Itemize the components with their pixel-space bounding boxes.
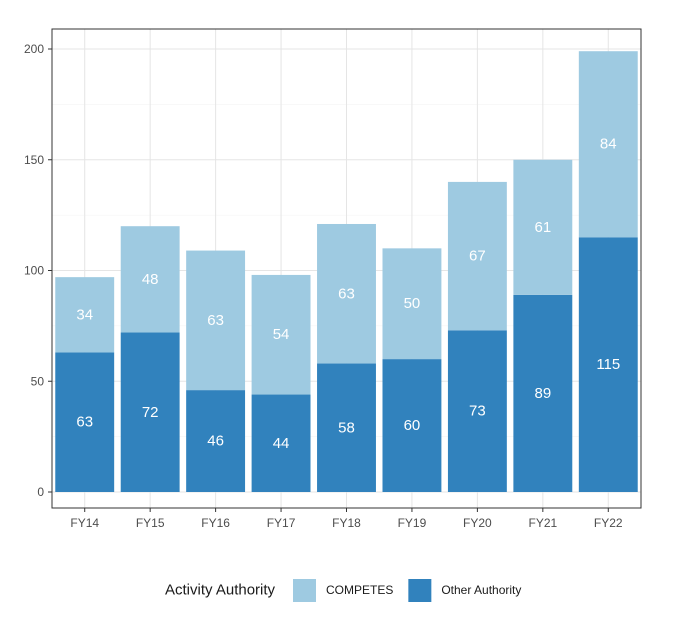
data-label: 61 <box>534 219 551 236</box>
bar-other-authority-fy18 <box>317 363 376 492</box>
bar-competes-fy14 <box>55 277 115 353</box>
x-tick-label: FY22 <box>594 516 623 530</box>
x-tick-label: FY16 <box>201 516 230 530</box>
data-label: 34 <box>76 306 93 323</box>
x-tick-label: FY17 <box>267 516 296 530</box>
legend-key-competes <box>293 579 316 602</box>
bar-competes-fy15 <box>120 226 180 333</box>
data-label: 60 <box>404 417 421 434</box>
data-label: 58 <box>338 419 355 436</box>
bar-other-authority-fy16 <box>186 390 246 492</box>
bar-other-authority-fy15 <box>120 332 180 492</box>
bar-other-authority-fy14 <box>55 352 115 492</box>
data-label: 50 <box>404 295 421 312</box>
x-tick-label: FY15 <box>136 516 165 530</box>
data-label: 46 <box>207 433 224 450</box>
bar-competes-fy19 <box>382 248 442 360</box>
bar-other-authority-fy21 <box>513 294 573 492</box>
y-axis: 0 50 100 150 200 <box>24 42 52 499</box>
y-tick-label: 100 <box>24 264 44 278</box>
x-tick-label: FY18 <box>332 516 361 530</box>
data-label: 73 <box>469 403 486 420</box>
legend-key-other-authority <box>408 579 432 602</box>
bar-other-authority-fy17 <box>251 394 311 492</box>
data-label: 54 <box>273 326 290 343</box>
legend-label: Other Authority <box>441 583 521 597</box>
data-label: 84 <box>600 136 617 153</box>
data-label: 67 <box>469 248 486 265</box>
x-tick-label: FY14 <box>70 516 99 530</box>
data-label: 63 <box>76 414 93 431</box>
bar-competes-fy17 <box>251 274 311 395</box>
bar-competes-fy16 <box>186 250 246 391</box>
bar-competes-fy21 <box>513 159 573 295</box>
data-label: 115 <box>596 356 620 373</box>
bar-competes-fy20 <box>447 181 507 331</box>
data-label: 63 <box>338 285 355 302</box>
data-label: 89 <box>534 385 551 402</box>
data-labels: 63 34 72 48 46 63 44 54 58 63 60 50 73 67 89 61 115 84 <box>76 136 620 452</box>
bars <box>55 51 638 492</box>
data-label: 44 <box>273 435 290 452</box>
x-axis: FY14 FY15 FY16 FY17 FY18 FY19 FY20 FY21 FY22 <box>70 508 623 530</box>
data-label: 72 <box>142 404 159 421</box>
data-label: 63 <box>207 312 224 329</box>
bar-other-authority-fy19 <box>382 359 442 492</box>
data-label: 48 <box>142 271 159 288</box>
y-tick-label: 0 <box>37 485 44 499</box>
legend: Activity Authority COMPETES Other Authori… <box>165 579 521 602</box>
legend-label: COMPETES <box>326 583 393 597</box>
y-tick-label: 50 <box>31 374 45 388</box>
y-tick-label: 200 <box>24 42 44 56</box>
x-tick-label: FY19 <box>398 516 427 530</box>
x-tick-label: FY20 <box>463 516 492 530</box>
bar-competes-fy18 <box>317 223 376 364</box>
y-tick-label: 150 <box>24 153 44 167</box>
x-tick-label: FY21 <box>528 516 557 530</box>
legend-title: Activity Authority <box>165 582 276 599</box>
bar-other-authority-fy22 <box>578 237 638 492</box>
bar-competes-fy22 <box>578 51 638 238</box>
bar-other-authority-fy20 <box>447 330 507 492</box>
